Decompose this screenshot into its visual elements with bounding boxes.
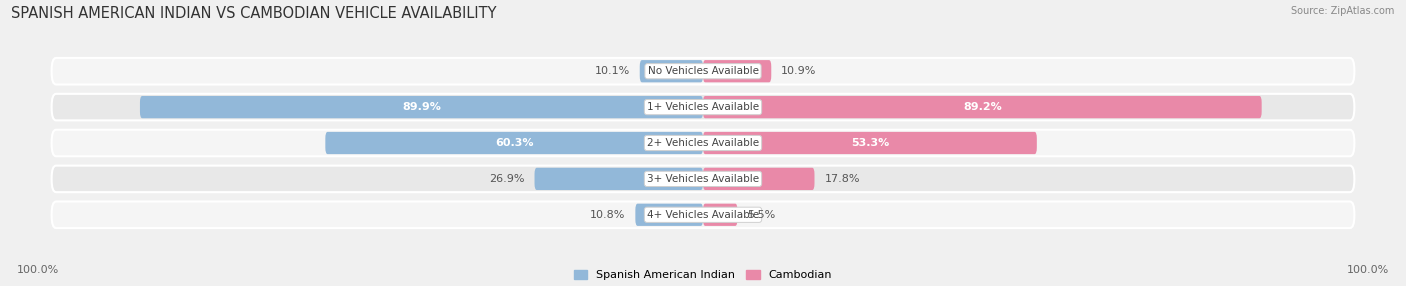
Text: 100.0%: 100.0% [1347, 265, 1389, 275]
Legend: Spanish American Indian, Cambodian: Spanish American Indian, Cambodian [574, 270, 832, 281]
Text: 60.3%: 60.3% [495, 138, 533, 148]
FancyBboxPatch shape [703, 96, 1261, 118]
FancyBboxPatch shape [141, 96, 703, 118]
FancyBboxPatch shape [703, 60, 772, 82]
Text: Source: ZipAtlas.com: Source: ZipAtlas.com [1291, 6, 1395, 16]
Text: 53.3%: 53.3% [851, 138, 889, 148]
FancyBboxPatch shape [52, 130, 1354, 156]
Text: 26.9%: 26.9% [489, 174, 524, 184]
Text: 3+ Vehicles Available: 3+ Vehicles Available [647, 174, 759, 184]
Text: 89.9%: 89.9% [402, 102, 441, 112]
Text: 1+ Vehicles Available: 1+ Vehicles Available [647, 102, 759, 112]
FancyBboxPatch shape [52, 166, 1354, 192]
Text: 10.9%: 10.9% [782, 66, 817, 76]
FancyBboxPatch shape [703, 132, 1036, 154]
FancyBboxPatch shape [52, 202, 1354, 228]
Text: 2+ Vehicles Available: 2+ Vehicles Available [647, 138, 759, 148]
Text: 10.8%: 10.8% [591, 210, 626, 220]
FancyBboxPatch shape [534, 168, 703, 190]
FancyBboxPatch shape [636, 204, 703, 226]
Text: 89.2%: 89.2% [963, 102, 1001, 112]
FancyBboxPatch shape [703, 168, 814, 190]
FancyBboxPatch shape [325, 132, 703, 154]
FancyBboxPatch shape [52, 94, 1354, 120]
Text: SPANISH AMERICAN INDIAN VS CAMBODIAN VEHICLE AVAILABILITY: SPANISH AMERICAN INDIAN VS CAMBODIAN VEH… [11, 6, 496, 21]
Text: 4+ Vehicles Available: 4+ Vehicles Available [647, 210, 759, 220]
FancyBboxPatch shape [640, 60, 703, 82]
Text: 100.0%: 100.0% [17, 265, 59, 275]
Text: 17.8%: 17.8% [824, 174, 860, 184]
Text: 5.5%: 5.5% [748, 210, 776, 220]
FancyBboxPatch shape [703, 204, 738, 226]
Text: No Vehicles Available: No Vehicles Available [648, 66, 758, 76]
Text: 10.1%: 10.1% [595, 66, 630, 76]
FancyBboxPatch shape [52, 58, 1354, 84]
